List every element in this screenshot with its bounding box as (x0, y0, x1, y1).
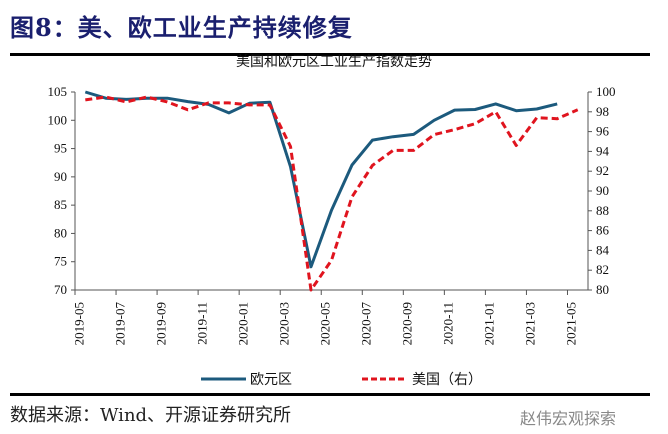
footer-divider (10, 393, 650, 396)
x-tick-label: 2019-05 (71, 302, 86, 345)
source-note: 数据来源：Wind、开源证券研究所 (10, 405, 292, 426)
x-tick-label: 2021-01 (482, 302, 497, 345)
right-tick-label: 88 (596, 203, 609, 218)
x-tick-label: 2020-01 (235, 302, 250, 345)
x-tick-label: 2020-03 (276, 302, 291, 345)
left-tick-label: 80 (54, 225, 67, 240)
series-lines (84, 90, 579, 292)
x-tick-label: 2020-09 (400, 302, 415, 345)
left-tick-label: 70 (54, 282, 67, 297)
right-tick-label: 92 (596, 163, 609, 178)
legend: 欧元区 美国（右） (201, 372, 482, 388)
x-tick-label: 2020-11 (441, 302, 456, 345)
right-tick-label: 86 (596, 223, 610, 238)
left-tick-label: 90 (54, 169, 67, 184)
right-tick-label: 94 (596, 143, 610, 158)
x-tick-label: 2019-09 (153, 302, 168, 345)
x-tick-label: 2021-05 (564, 302, 579, 345)
left-tick-label: 100 (48, 112, 68, 127)
right-tick-label: 84 (596, 242, 610, 257)
left-tick-label: 85 (54, 197, 67, 212)
right-tick-label: 82 (596, 262, 609, 277)
right-tick-label: 98 (596, 104, 609, 119)
right-tick-label: 96 (596, 124, 610, 139)
left-tick-label: 95 (54, 141, 67, 156)
figure-title: 图8：美、欧工业生产持续修复 (10, 13, 353, 42)
x-tick-label: 2021-03 (523, 302, 538, 345)
right-tick-label: 90 (596, 183, 609, 198)
left-tick-label: 75 (54, 254, 67, 269)
legend-label-eurozone: 欧元区 (250, 372, 292, 388)
series-line-eurozone (84, 90, 558, 269)
title-divider (10, 53, 650, 56)
x-tick-label: 2019-07 (112, 302, 127, 346)
series-line-us (85, 95, 579, 292)
left-tick-label: 105 (48, 84, 68, 99)
watermark: 赵伟宏观探索 (520, 409, 617, 428)
right-tick-label: 100 (596, 84, 616, 99)
right-tick-label: 80 (596, 282, 609, 297)
legend-label-us: 美国（右） (412, 372, 482, 388)
x-tick-label: 2020-05 (318, 302, 333, 345)
chart-title: 美国和欧元区工业生产指数走势 (236, 54, 432, 70)
x-tick-label: 2019-11 (194, 302, 209, 345)
x-tick-label: 2020-07 (359, 302, 374, 346)
axes: 70 75 80 85 90 95 100 105 80 82 84 86 88 90 92 94 96 98 10… (48, 84, 616, 345)
